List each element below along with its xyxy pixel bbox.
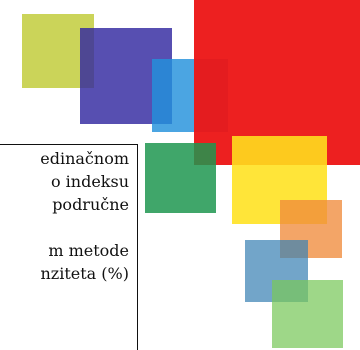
text-panel: edinačnom o indeksu područne m metode nz… [0,144,138,350]
text-line: nziteta (%) [40,264,130,283]
text-line: edinačnom [40,149,129,168]
text-line: o indeksu [50,172,129,191]
text-line: m metode [48,241,129,260]
green-square [145,143,216,213]
lime-square [272,280,343,348]
text-line: područne [52,195,129,214]
